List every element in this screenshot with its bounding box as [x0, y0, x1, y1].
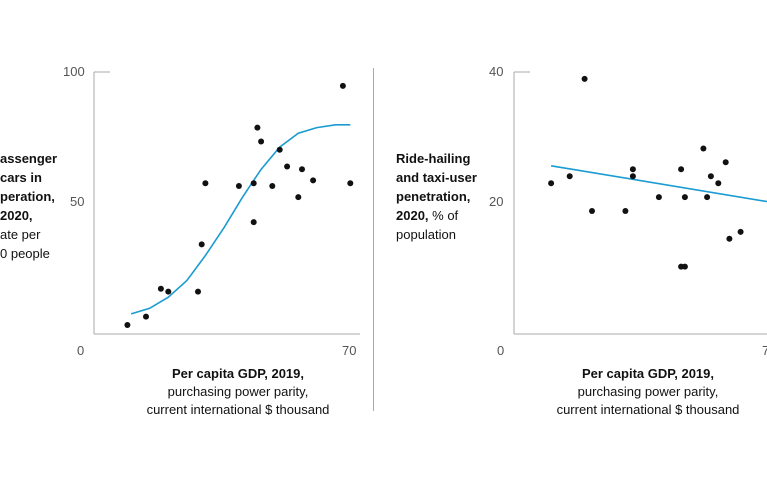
right-ylabel-unit: % of: [428, 208, 459, 223]
right-data-point: [629, 173, 636, 180]
left-data-point: [157, 285, 164, 292]
left-data-point: [295, 194, 302, 201]
left-data-point: [254, 124, 261, 131]
left-data-point: [276, 146, 283, 153]
left-data-point: [202, 180, 209, 187]
left-data-point: [269, 183, 276, 189]
left-data-point: [250, 180, 257, 187]
right-ylabel-year: 2020,: [396, 208, 429, 223]
right-y-tick: 0: [497, 343, 505, 358]
left-data-point: [339, 82, 346, 89]
right-data-point: [589, 208, 595, 214]
left-xlabel-line: current international $ thousand: [146, 402, 330, 417]
right-data-point: [726, 235, 733, 242]
left-xlabel-title: Per capita GDP, 2019,: [171, 366, 304, 381]
left-ylabel-line: peration,: [0, 189, 55, 204]
right-data-point: [707, 173, 714, 180]
right-data-point: [681, 263, 688, 270]
right-xlabel-line: current international $ thousand: [556, 402, 740, 417]
right-ylabel-line: Ride-hailing: [396, 151, 471, 166]
right-trend-line: [550, 165, 767, 203]
left-trend-line: [130, 124, 351, 315]
right-data-point: [722, 159, 729, 166]
right-data-point: [548, 180, 555, 187]
right-ylabel-line: 2020, % of: [396, 206, 477, 225]
left-data-point: [299, 166, 305, 173]
right-xlabel-title: Per capita GDP, 2019,: [581, 366, 714, 381]
left-data-point: [143, 313, 149, 320]
right-data-point: [655, 194, 662, 201]
left-ylabel-line: 2020,: [0, 208, 33, 223]
right-xlabel-line: purchasing power parity,: [577, 384, 719, 399]
right-y-tick: 20: [489, 194, 504, 209]
right-data-point: [629, 166, 636, 173]
right-x-tick: 7: [762, 343, 767, 358]
right-data-point: [566, 173, 573, 180]
right-data-point: [622, 208, 629, 214]
right-data-point: [681, 194, 688, 201]
left-x-axis-label: Per capita GDP, 2019, purchasing power p…: [110, 365, 366, 419]
right-ylabel-line: population: [396, 227, 456, 242]
left-data-point: [347, 180, 354, 187]
left-data-point: [258, 138, 265, 145]
right-y-tick: 40: [489, 64, 504, 79]
left-data-point: [310, 177, 317, 184]
left-y-tick: 50: [70, 194, 85, 209]
right-data-point: [704, 194, 711, 201]
right-data-point: [700, 145, 707, 152]
left-y-tick: 0: [77, 343, 85, 358]
panel-divider: [373, 68, 374, 411]
left-data-point: [195, 288, 201, 295]
right-data-point: [737, 228, 744, 235]
right-y-axis-label: Ride-hailing and taxi-user penetration, …: [396, 149, 477, 244]
right-ylabel-line: and taxi-user: [396, 170, 477, 185]
left-data-point: [235, 183, 242, 189]
left-ylabel-line: assenger: [0, 151, 58, 166]
right-x-axis-label: Per capita GDP, 2019, purchasing power p…: [520, 365, 767, 419]
left-data-point: [284, 163, 291, 170]
left-ylabel-line: cars in: [0, 170, 42, 185]
left-ylabel-line: 0 people: [0, 246, 50, 261]
left-data-point: [250, 219, 257, 226]
right-data-point: [678, 166, 685, 173]
left-data-point: [124, 322, 131, 328]
left-data-point: [165, 288, 172, 295]
left-data-point: [198, 241, 205, 248]
right-data-point: [581, 75, 588, 82]
left-x-tick: 70: [342, 343, 357, 358]
left-xlabel-line: purchasing power parity,: [167, 384, 309, 399]
left-y-tick: 100: [63, 64, 85, 79]
right-ylabel-line: penetration,: [396, 189, 471, 204]
left-ylabel-line: ate per: [0, 227, 41, 242]
left-y-axis-label: assenger cars in peration, 2020, ate per…: [0, 149, 57, 263]
right-data-point: [715, 180, 722, 187]
